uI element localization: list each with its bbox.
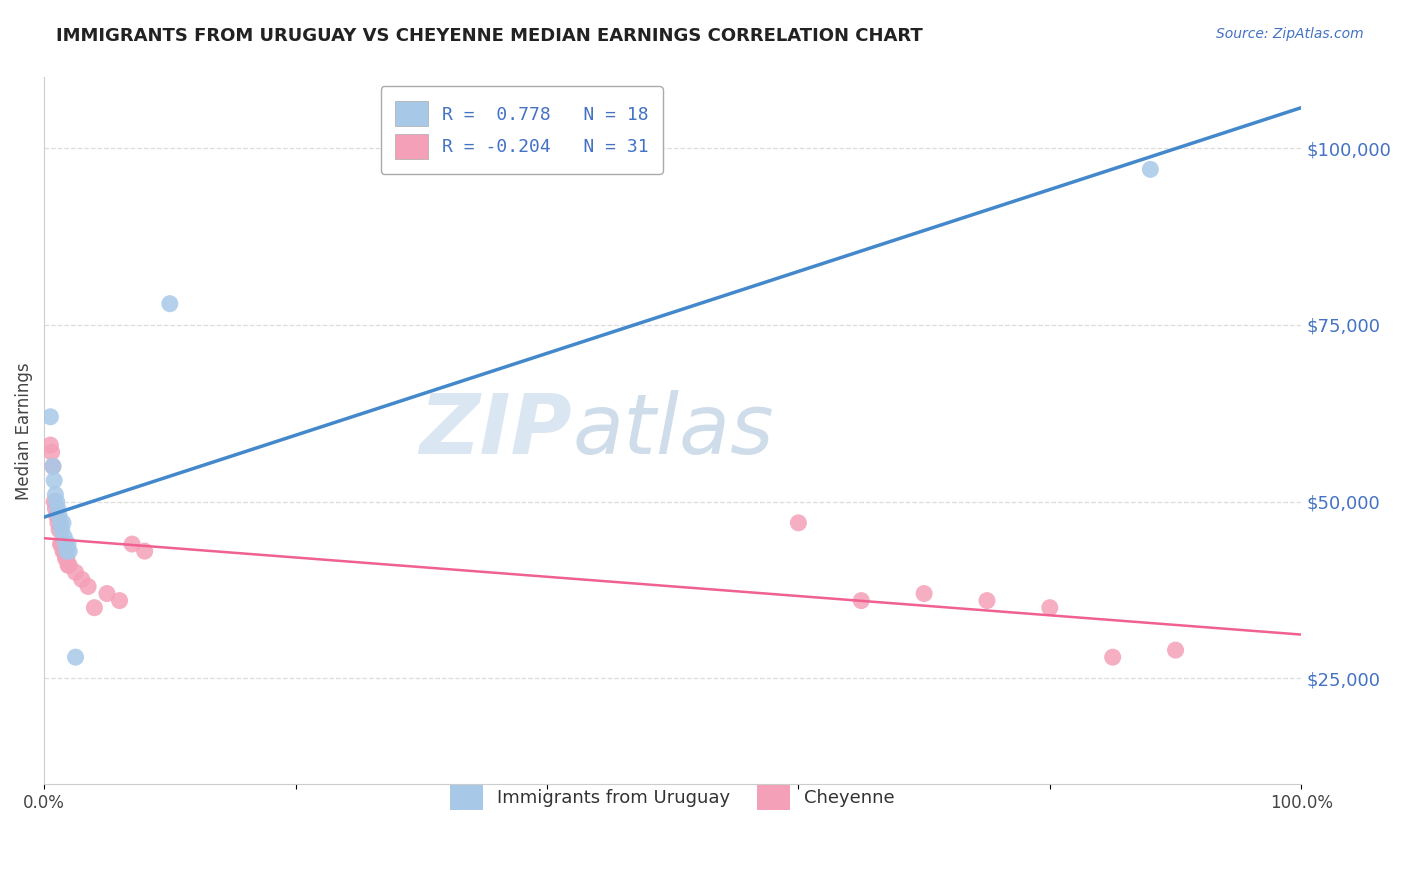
Point xyxy=(134,544,156,558)
Point xyxy=(77,579,100,593)
Point xyxy=(121,537,143,551)
Point xyxy=(45,508,67,523)
Point xyxy=(159,296,181,310)
Text: ZIP: ZIP xyxy=(419,391,572,472)
Y-axis label: Median Earnings: Median Earnings xyxy=(15,362,32,500)
Point xyxy=(39,409,62,424)
Point xyxy=(1139,162,1161,177)
Text: Source: ZipAtlas.com: Source: ZipAtlas.com xyxy=(1216,27,1364,41)
Point xyxy=(65,566,87,580)
Point xyxy=(49,537,72,551)
Point xyxy=(58,544,80,558)
Point xyxy=(53,544,76,558)
Point xyxy=(49,516,72,530)
Point xyxy=(44,494,66,508)
Point xyxy=(44,487,66,501)
Point xyxy=(56,537,79,551)
Point xyxy=(44,501,66,516)
Legend: Immigrants from Uruguay, Cheyenne: Immigrants from Uruguay, Cheyenne xyxy=(436,771,910,825)
Point xyxy=(44,474,66,488)
Point xyxy=(46,501,69,516)
Point xyxy=(70,573,93,587)
Point xyxy=(41,445,63,459)
Point xyxy=(976,593,998,607)
Point xyxy=(787,516,810,530)
Point xyxy=(51,523,73,537)
Point xyxy=(108,593,131,607)
Point xyxy=(42,459,65,474)
Point xyxy=(96,586,118,600)
Point xyxy=(65,650,87,665)
Point xyxy=(851,593,873,607)
Point xyxy=(53,530,76,544)
Point xyxy=(55,551,77,566)
Point xyxy=(55,551,77,566)
Text: IMMIGRANTS FROM URUGUAY VS CHEYENNE MEDIAN EARNINGS CORRELATION CHART: IMMIGRANTS FROM URUGUAY VS CHEYENNE MEDI… xyxy=(56,27,922,45)
Point xyxy=(1101,650,1123,665)
Point xyxy=(45,494,67,508)
Point xyxy=(1039,600,1062,615)
Point xyxy=(912,586,935,600)
Point xyxy=(52,544,75,558)
Point xyxy=(55,544,77,558)
Point xyxy=(39,438,62,452)
Point xyxy=(55,537,77,551)
Point xyxy=(51,537,73,551)
Point xyxy=(52,516,75,530)
Point xyxy=(1164,643,1187,657)
Point xyxy=(42,459,65,474)
Point xyxy=(58,558,80,573)
Text: atlas: atlas xyxy=(572,391,773,472)
Point xyxy=(83,600,105,615)
Point xyxy=(46,516,69,530)
Point xyxy=(48,508,70,523)
Point xyxy=(48,523,70,537)
Point xyxy=(56,558,79,573)
